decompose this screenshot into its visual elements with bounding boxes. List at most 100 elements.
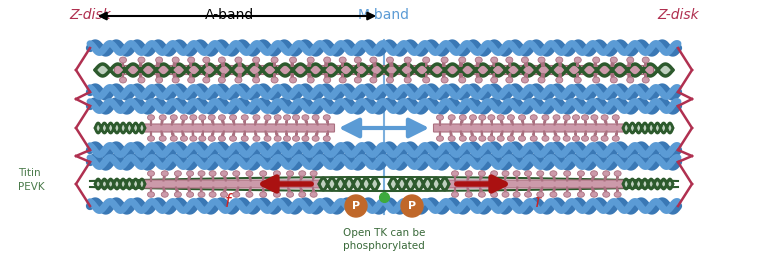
FancyBboxPatch shape (449, 180, 624, 188)
Ellipse shape (220, 192, 227, 197)
Ellipse shape (553, 136, 560, 141)
Ellipse shape (323, 77, 331, 83)
Ellipse shape (553, 115, 560, 120)
Ellipse shape (323, 57, 331, 63)
Ellipse shape (172, 57, 179, 63)
Ellipse shape (147, 192, 154, 197)
Ellipse shape (293, 115, 300, 120)
Ellipse shape (161, 171, 168, 176)
Ellipse shape (187, 77, 195, 83)
Ellipse shape (120, 77, 127, 83)
Ellipse shape (542, 136, 549, 141)
Ellipse shape (538, 57, 545, 63)
Ellipse shape (601, 115, 608, 120)
Ellipse shape (422, 77, 429, 83)
Ellipse shape (264, 136, 271, 141)
FancyBboxPatch shape (114, 66, 654, 74)
Ellipse shape (556, 77, 563, 83)
Ellipse shape (187, 171, 194, 176)
Ellipse shape (478, 192, 485, 197)
Ellipse shape (611, 57, 617, 63)
FancyBboxPatch shape (433, 124, 624, 132)
Ellipse shape (578, 171, 584, 176)
Text: Open TK can be
phosphorylated: Open TK can be phosphorylated (343, 228, 425, 251)
Ellipse shape (253, 77, 260, 83)
Ellipse shape (302, 115, 309, 120)
Ellipse shape (246, 171, 253, 176)
Ellipse shape (465, 192, 472, 197)
Ellipse shape (591, 136, 598, 141)
Ellipse shape (170, 136, 177, 141)
Ellipse shape (469, 115, 476, 120)
Ellipse shape (180, 115, 187, 120)
Ellipse shape (452, 171, 458, 176)
Ellipse shape (218, 57, 225, 63)
Ellipse shape (253, 136, 260, 141)
Ellipse shape (563, 136, 570, 141)
Ellipse shape (253, 57, 260, 63)
Ellipse shape (286, 192, 293, 197)
Ellipse shape (283, 115, 290, 120)
Ellipse shape (147, 136, 154, 141)
FancyBboxPatch shape (144, 124, 335, 132)
Ellipse shape (550, 171, 557, 176)
Ellipse shape (323, 136, 330, 141)
Ellipse shape (502, 192, 509, 197)
Ellipse shape (302, 136, 309, 141)
Ellipse shape (264, 115, 271, 120)
Ellipse shape (147, 171, 154, 176)
Ellipse shape (312, 136, 319, 141)
Ellipse shape (506, 77, 513, 83)
Ellipse shape (220, 171, 227, 176)
Ellipse shape (530, 115, 538, 120)
Ellipse shape (293, 136, 300, 141)
Ellipse shape (642, 77, 649, 83)
Ellipse shape (198, 171, 205, 176)
Ellipse shape (170, 115, 177, 120)
Ellipse shape (271, 77, 278, 83)
Ellipse shape (441, 77, 448, 83)
Ellipse shape (513, 192, 520, 197)
Ellipse shape (491, 192, 498, 197)
Ellipse shape (233, 192, 240, 197)
Ellipse shape (310, 171, 317, 176)
Ellipse shape (564, 192, 571, 197)
Ellipse shape (260, 171, 266, 176)
Ellipse shape (339, 77, 346, 83)
Ellipse shape (203, 77, 210, 83)
Ellipse shape (521, 77, 528, 83)
Circle shape (401, 195, 423, 217)
Ellipse shape (147, 115, 154, 120)
Ellipse shape (612, 136, 619, 141)
Ellipse shape (564, 171, 571, 176)
Text: P: P (352, 201, 360, 211)
Ellipse shape (187, 192, 194, 197)
Ellipse shape (156, 77, 163, 83)
Ellipse shape (404, 57, 411, 63)
Ellipse shape (161, 192, 168, 197)
Ellipse shape (190, 136, 197, 141)
Ellipse shape (521, 57, 528, 63)
Ellipse shape (172, 77, 179, 83)
Ellipse shape (404, 77, 411, 83)
Ellipse shape (563, 115, 570, 120)
Ellipse shape (591, 192, 598, 197)
Ellipse shape (253, 115, 260, 120)
Ellipse shape (290, 77, 296, 83)
Ellipse shape (310, 192, 317, 197)
Ellipse shape (475, 57, 482, 63)
Ellipse shape (603, 192, 610, 197)
Ellipse shape (449, 115, 455, 120)
Text: A-band: A-band (205, 8, 255, 22)
Ellipse shape (459, 136, 466, 141)
Ellipse shape (241, 115, 248, 120)
Ellipse shape (199, 136, 206, 141)
Ellipse shape (614, 192, 621, 197)
Ellipse shape (218, 115, 226, 120)
Ellipse shape (138, 57, 145, 63)
Text: $f$: $f$ (224, 193, 234, 211)
Ellipse shape (218, 136, 226, 141)
Ellipse shape (174, 171, 181, 176)
Text: Z-disk: Z-disk (657, 8, 699, 22)
Ellipse shape (370, 77, 377, 83)
